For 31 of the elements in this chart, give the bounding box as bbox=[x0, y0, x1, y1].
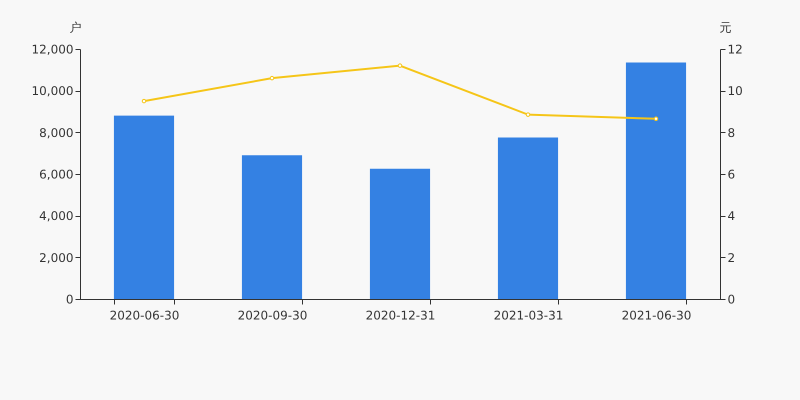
bar bbox=[242, 155, 302, 299]
y2-tick-label: 10 bbox=[728, 84, 743, 98]
y-tick-label: 2,000 bbox=[39, 250, 74, 265]
y2-tick-label: 8 bbox=[728, 126, 736, 140]
y2-tick-label: 6 bbox=[728, 168, 736, 182]
point bbox=[398, 63, 402, 68]
point bbox=[142, 98, 146, 104]
x-tick-label: 2020-09-30 bbox=[238, 308, 308, 322]
y-tick-label: 8,000 bbox=[39, 126, 74, 140]
y-tick-label: 0 bbox=[66, 292, 74, 306]
point bbox=[654, 116, 658, 122]
y2-tick-label: 0 bbox=[728, 292, 736, 306]
bar bbox=[626, 62, 686, 299]
y-tick-label: 4,000 bbox=[39, 209, 74, 224]
y-tick-label: 10,000 bbox=[32, 84, 74, 98]
y2-tick-label: 2 bbox=[728, 250, 736, 265]
y-tick-label: 6,000 bbox=[39, 168, 74, 182]
bar bbox=[114, 116, 174, 299]
y2-tick-label: 4 bbox=[728, 209, 736, 224]
bar bbox=[498, 138, 558, 299]
y2-axis-title: 元 bbox=[720, 20, 732, 34]
y2-tick-label: 12 bbox=[728, 42, 743, 56]
x-tick-label: 2021-06-30 bbox=[622, 308, 692, 322]
y-axis-title: 户 bbox=[70, 20, 82, 34]
bar bbox=[370, 168, 430, 299]
y-tick-label: 12,000 bbox=[32, 42, 74, 56]
x-tick-label: 2020-06-30 bbox=[110, 308, 180, 322]
x-tick-label: 2021-03-31 bbox=[494, 308, 564, 322]
point bbox=[270, 76, 274, 80]
x-tick-label: 2020-12-31 bbox=[366, 308, 436, 322]
point bbox=[526, 112, 530, 117]
